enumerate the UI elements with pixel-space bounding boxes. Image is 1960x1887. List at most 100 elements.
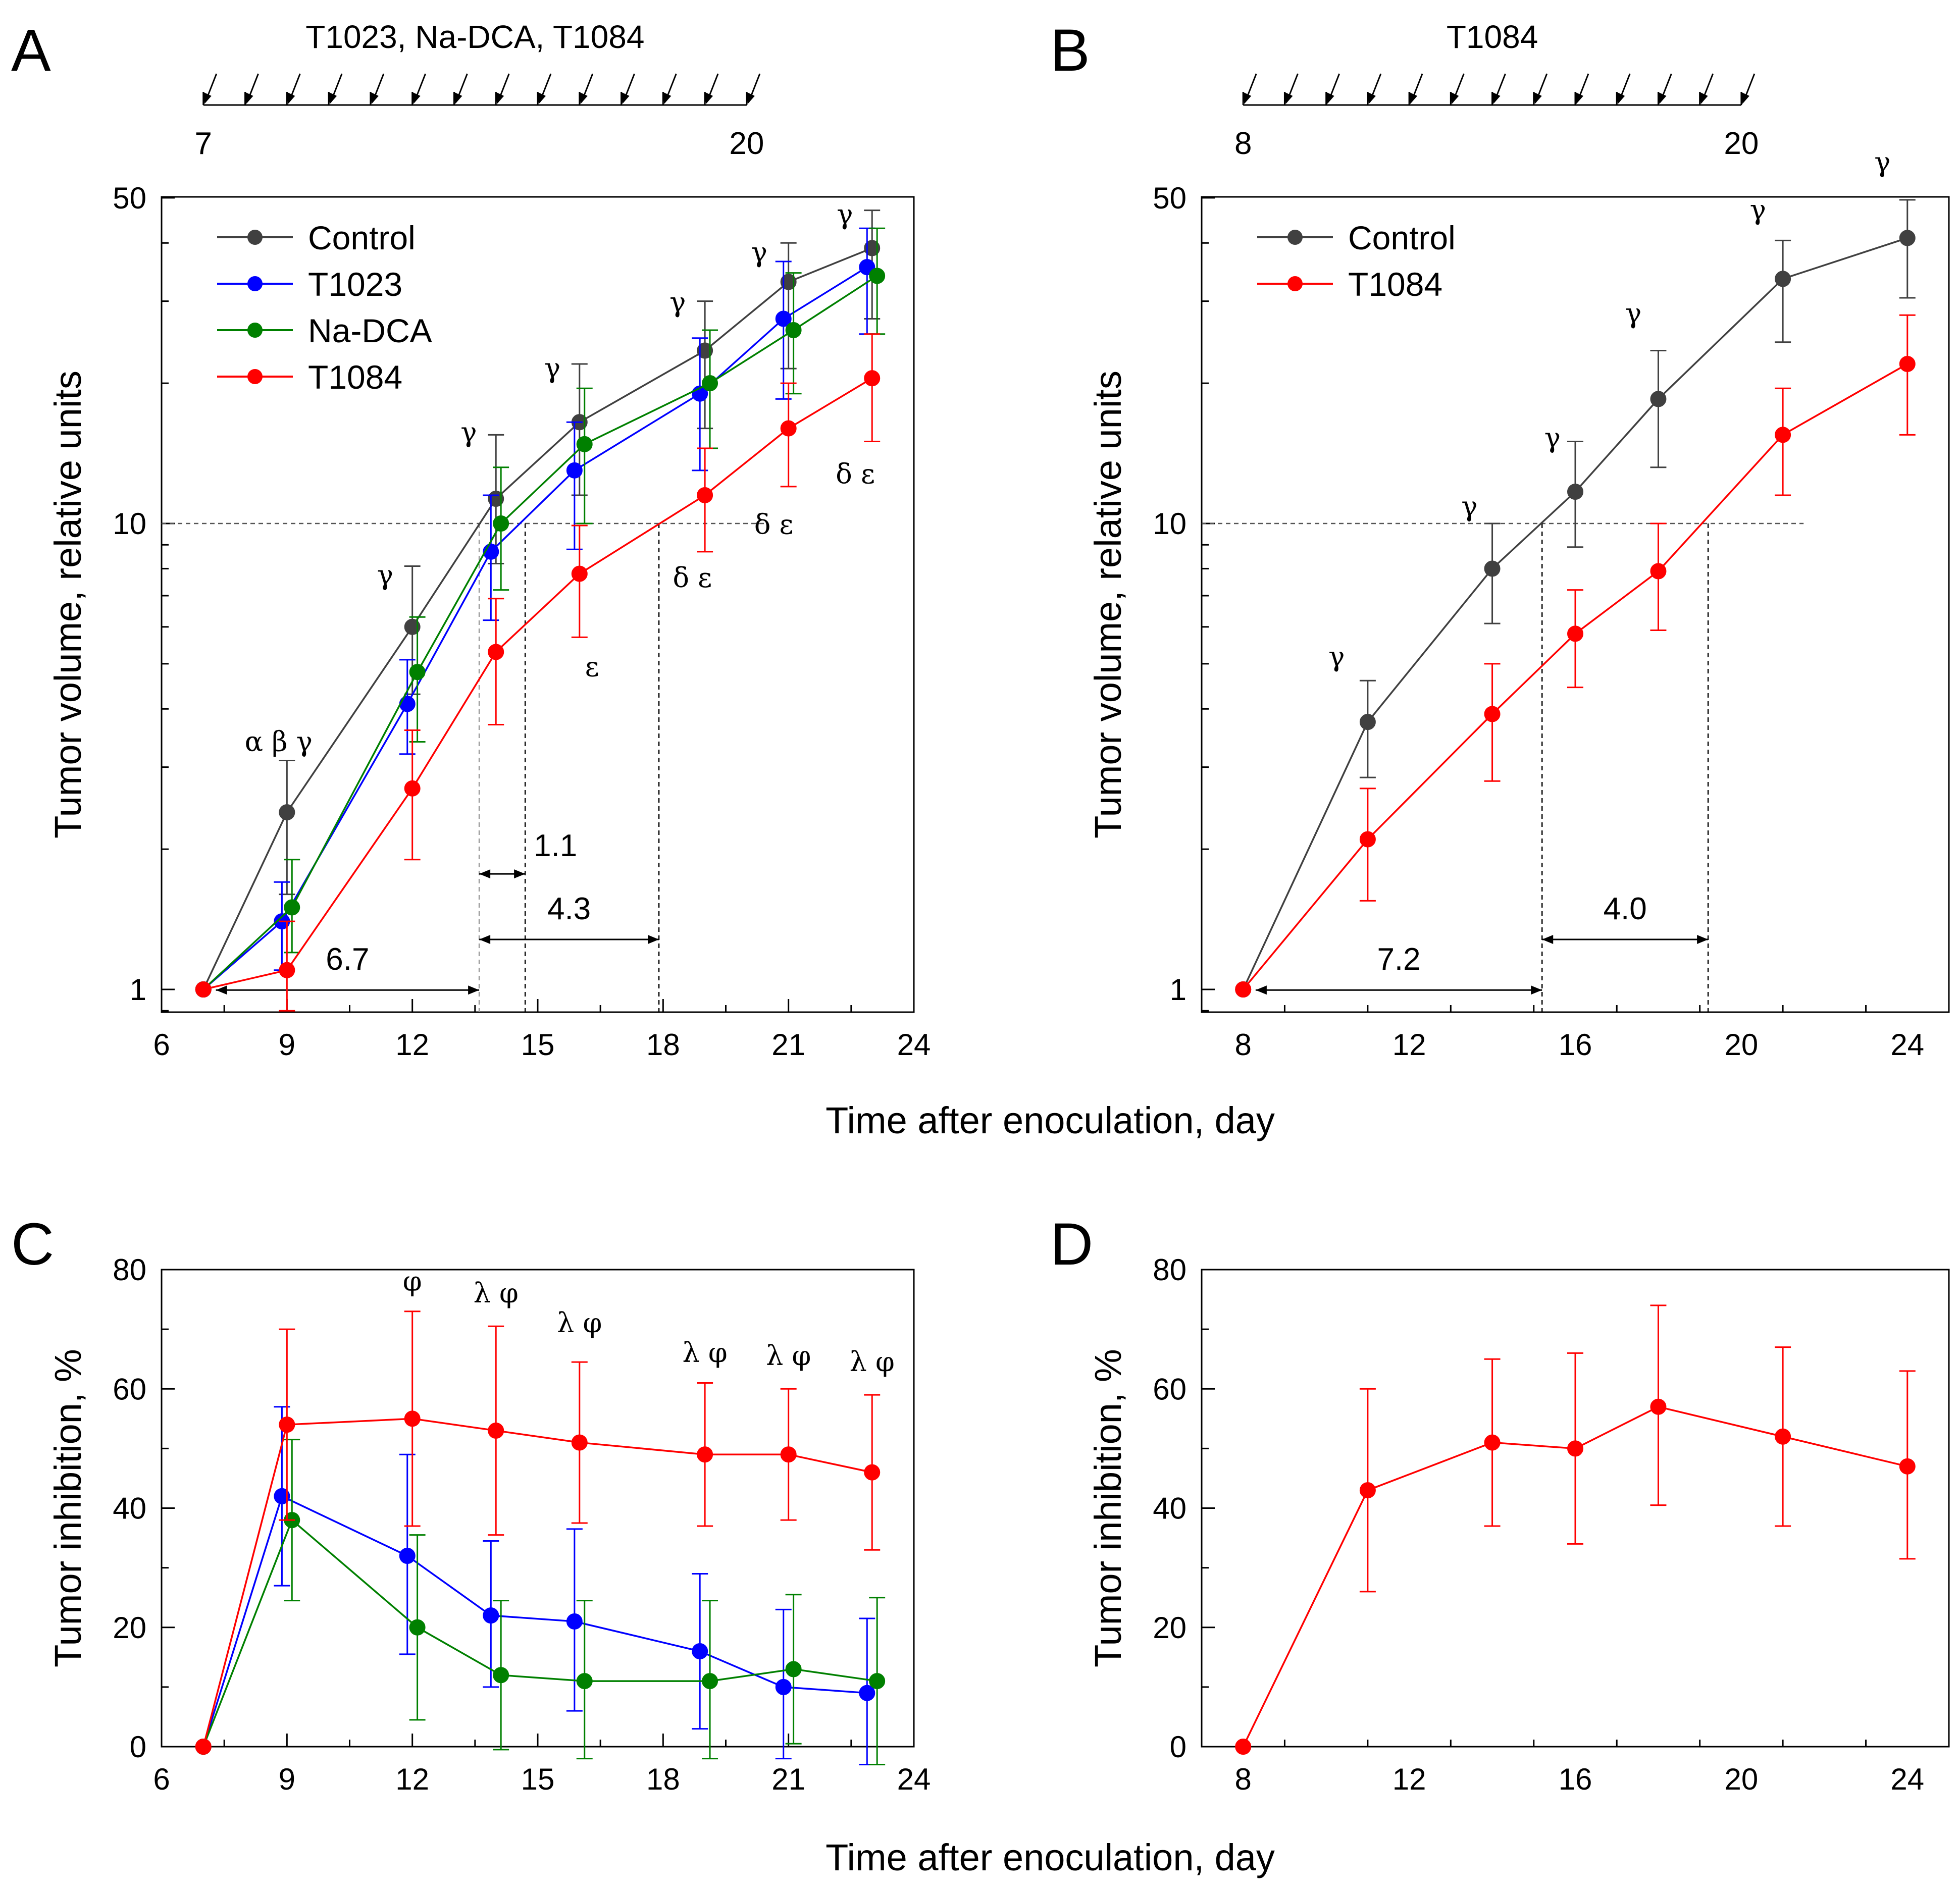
panel-a-point-na-dca [576, 436, 593, 452]
panel-a-point-na-dca [409, 664, 426, 680]
panel-b-interval-arrow-right [1531, 985, 1542, 995]
panel-b-dosing-arrowhead [1658, 92, 1667, 104]
panel-a-y-tick-label: 50 [113, 181, 146, 215]
panel-a-point-control [864, 240, 881, 256]
panel-c-point-na-dca [869, 1673, 886, 1690]
panel-b-dosing-arrowhead [1367, 92, 1376, 104]
panel-d-point-t1084 [1567, 1440, 1583, 1457]
panel-b-x-tick-label: 20 [1725, 1028, 1759, 1062]
panel-c-significance-label: λ φ [850, 1346, 895, 1378]
panel-b-legend-marker [1287, 276, 1303, 291]
panel-a-interval-arrow-left [216, 985, 227, 995]
panel-letter-a: A [11, 17, 51, 84]
panel-b-interval-label: 4.0 [1604, 892, 1647, 926]
panel-a-significance-label: γ [751, 236, 767, 268]
panel-c-y-axis-title: Tumor inhibition, % [47, 1349, 89, 1667]
panel-a: 6 9 12 15 18 21 24 1 10 50 Tumor volume, relative … [47, 19, 931, 1062]
panel-a-significance-label: γ [377, 559, 393, 591]
panel-c-x-tick-label: 15 [521, 1762, 555, 1796]
panel-a-interval-arrow-right [468, 985, 480, 995]
panel-c-significance-label: λ φ [557, 1307, 602, 1339]
panel-b-point-control [1567, 484, 1583, 500]
panel-c-point-t1084 [864, 1464, 881, 1481]
panel-c-point-t1084 [697, 1446, 713, 1463]
panel-a-point-control [780, 274, 797, 290]
panel-b-significance-label: γ [1544, 422, 1561, 453]
panel-c-x-tick-label: 18 [646, 1762, 680, 1796]
panel-a-point-t1084 [571, 565, 588, 582]
panel-a-point-na-dca [702, 375, 718, 392]
panel-a-interval-arrow-right [648, 935, 659, 945]
panel-d: 8 12 16 20 24 0 20 40 60 80 Tumor inhibition, % [1087, 1253, 1950, 1796]
panel-d-point-t1084 [1359, 1482, 1376, 1499]
panel-b-point-t1084 [1484, 706, 1501, 722]
panel-c-point-t1084 [279, 1417, 295, 1433]
panel-a-legend-label: Control [308, 219, 416, 256]
panel-b-y-tick-label: 10 [1153, 507, 1187, 541]
panel-a-significance-label: α β γ [245, 726, 313, 758]
panel-c-point-t1023 [399, 1548, 416, 1564]
panel-b-dosing-arrowhead [1575, 92, 1583, 104]
panel-c-significance-label: φ [403, 1265, 422, 1297]
panel-a-legend-label: T1084 [308, 358, 402, 396]
panel-a-significance-label: γ [837, 198, 853, 230]
panel-b-interval-arrow-right [1697, 935, 1709, 945]
panel-a-significance-label: γ [544, 352, 560, 384]
panel-b-point-control [1484, 560, 1501, 577]
panel-b-point-control [1650, 391, 1667, 407]
panel-b-interval-arrow-left [1255, 985, 1267, 995]
panel-a-significance-label: ε [585, 651, 599, 683]
panel-a-interval-label: 1.1 [534, 828, 577, 863]
panel-c-y-tick-label: 80 [113, 1253, 146, 1287]
panel-b-legend-label: T1084 [1348, 266, 1442, 303]
panel-a-significance-label: γ [669, 286, 686, 318]
panel-a-x-tick-label: 12 [395, 1028, 429, 1062]
panel-b-x-tick-label: 16 [1559, 1028, 1592, 1062]
panel-a-x-tick-label: 24 [897, 1028, 931, 1062]
panel-c-point-t1084 [571, 1434, 588, 1451]
panel-a-series-line-t1084 [203, 377, 873, 990]
panel-letter-b: B [1050, 17, 1090, 84]
panel-c-point-na-dca [576, 1673, 593, 1690]
panel-b-y-tick-label: 50 [1153, 181, 1187, 215]
panel-a-interval-arrow-right [514, 869, 526, 879]
panel-c-point-t1023 [775, 1679, 792, 1695]
panel-a-dosing-arrowhead [621, 92, 630, 104]
panel-b-dosing-label: T1084 [1447, 19, 1538, 55]
panel-a-point-na-dca [869, 268, 886, 284]
panel-a-dosing-arrowhead [202, 92, 212, 104]
panel-d-point-t1084 [1235, 1739, 1252, 1755]
panel-b-point-t1084 [1235, 981, 1252, 998]
panel-a-y-tick-label: 1 [130, 973, 146, 1007]
panel-a-dosing-arrowhead [579, 92, 588, 104]
panel-b-plot-frame [1201, 196, 1950, 1013]
panel-c-point-na-dca [785, 1661, 802, 1678]
panel-d-y-tick-label: 40 [1153, 1492, 1187, 1526]
panel-a-x-tick-label: 21 [771, 1028, 805, 1062]
panel-a-series-line-control [202, 247, 872, 990]
panel-a-dosing-arrowhead [704, 92, 713, 104]
panel-a-dosing-arrowhead [411, 92, 421, 104]
panel-a-x-tick-label: 15 [521, 1028, 555, 1062]
panel-d-x-tick-label: 24 [1890, 1762, 1924, 1796]
panel-a-point-t1023 [566, 462, 583, 479]
panel-b-dosing-arrowhead [1243, 92, 1252, 104]
panel-c-point-t1084 [195, 1739, 212, 1755]
panel-a-point-control [697, 342, 713, 359]
panel-a-point-control [279, 804, 295, 821]
panel-a-legend-marker [247, 369, 263, 384]
panel-b-legend-label: Control [1348, 219, 1456, 256]
panel-a-legend-marker [247, 230, 263, 245]
panel-b-point-t1084 [1775, 427, 1791, 443]
panel-d-point-t1084 [1899, 1458, 1916, 1475]
panel-b-dosing-arrowhead [1284, 92, 1293, 104]
panel-a-point-t1084 [404, 780, 421, 797]
panel-c-point-na-dca [409, 1619, 426, 1636]
panel-d-x-tick-label: 12 [1392, 1762, 1426, 1796]
panel-a-x-tick-label: 18 [646, 1028, 680, 1062]
panel-a-point-t1023 [775, 310, 792, 327]
panel-a-significance-label: δ ε [754, 509, 794, 541]
panel-d-point-t1084 [1775, 1428, 1791, 1445]
panel-a-dosing-arrowhead [537, 92, 546, 104]
panel-a-interval-arrow-left [479, 869, 491, 879]
